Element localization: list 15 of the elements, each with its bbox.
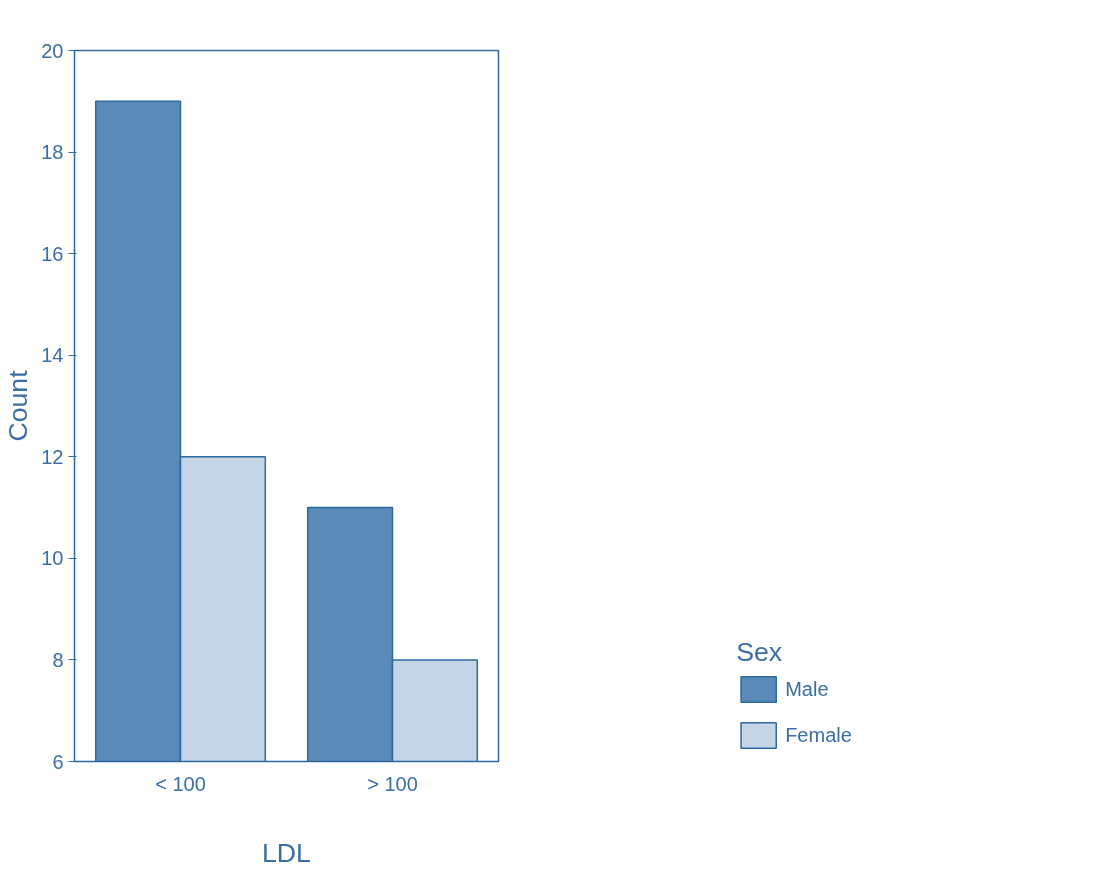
y-tick-label: 16 [41, 242, 64, 265]
legend-label: Male [785, 677, 829, 701]
x-tick-label: < 100 [155, 772, 206, 795]
y-axis-title: Count [3, 369, 34, 442]
y-tick-label: 8 [52, 648, 64, 671]
y-tick-label: 14 [41, 344, 64, 367]
x-tick-label: > 100 [367, 772, 418, 795]
legend-label: Female [785, 723, 852, 747]
y-tick-label: 20 [41, 39, 64, 62]
y-tick-label: 10 [41, 547, 64, 570]
y-tick-label: 12 [41, 445, 64, 468]
y-tick-label: 6 [52, 750, 64, 773]
legend-title: Sex [736, 637, 784, 668]
x-axis-title: LDL [262, 837, 311, 868]
y-tick-label: 18 [41, 141, 64, 164]
